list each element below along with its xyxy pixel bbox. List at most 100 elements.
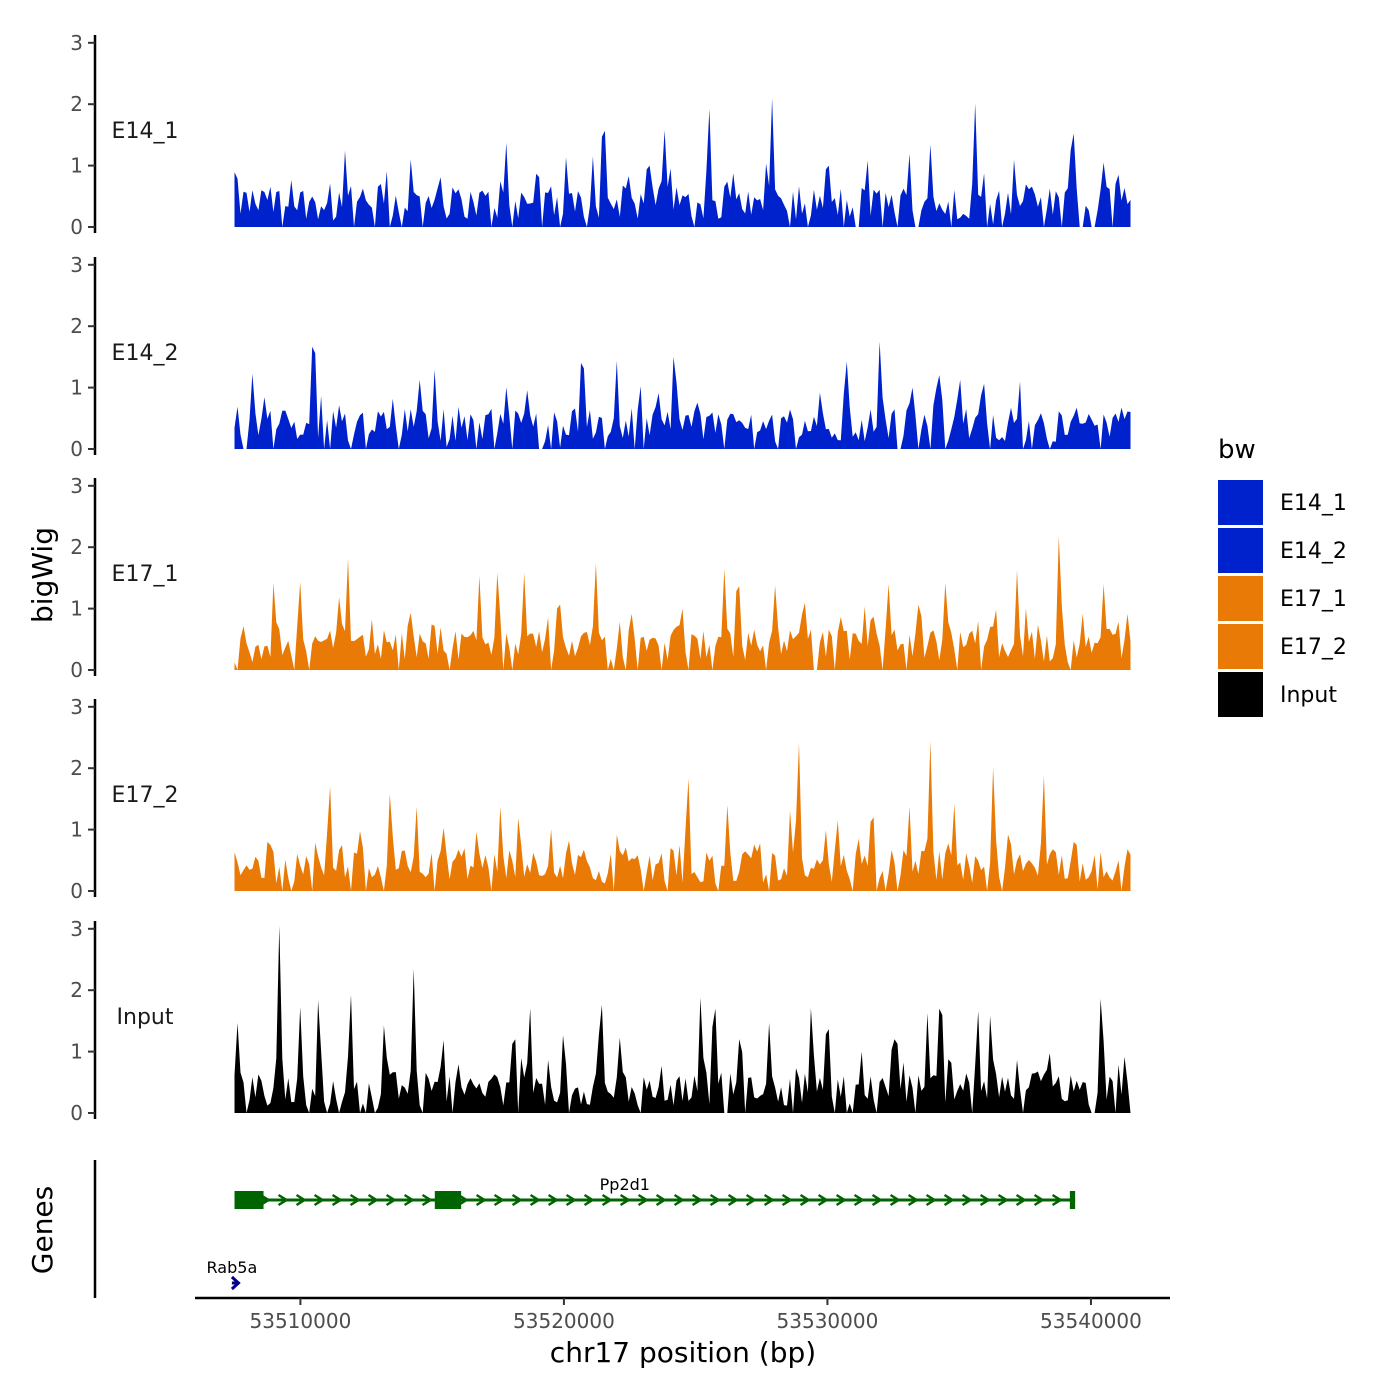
- strand-arrow: [331, 1193, 343, 1207]
- legend-swatch: [1218, 672, 1263, 717]
- strand-arrow: [529, 1193, 541, 1207]
- gene-track: Rab5a Pp2d1: [93, 1160, 1076, 1298]
- exon: [234, 1191, 264, 1209]
- y-tick-label: 1: [70, 1040, 83, 1064]
- legend-swatch: [1218, 528, 1263, 573]
- signal-area-E14_2: [234, 341, 1131, 449]
- y-tick-label: 2: [70, 978, 83, 1002]
- signal-area-Input: [234, 925, 1131, 1113]
- y-tick-label: 0: [70, 1101, 83, 1125]
- legend-item-E14_2: E14_2: [1218, 528, 1347, 573]
- strand-arrow: [1033, 1193, 1045, 1207]
- strand-arrow: [709, 1193, 721, 1207]
- legend-swatch: [1218, 624, 1263, 669]
- y-tick-label: 2: [70, 314, 83, 338]
- y-tick-label: 1: [70, 376, 83, 400]
- strand-arrow: [583, 1193, 595, 1207]
- strand-arrow: [925, 1193, 937, 1207]
- x-axis: 53510000 53520000 53530000 53540000: [195, 1296, 1170, 1333]
- strand-arrow: [619, 1193, 631, 1207]
- strand-arrow: [763, 1193, 775, 1207]
- strand-arrow: [230, 1275, 241, 1291]
- track-label: Input: [117, 1005, 174, 1030]
- strand-arrow: [871, 1193, 883, 1207]
- y-tick-label: 1: [70, 597, 83, 621]
- track-E17_2: 0 1 2 3 E17_2: [70, 695, 1131, 903]
- legend-swatch: [1218, 480, 1263, 525]
- exon: [1069, 1191, 1076, 1209]
- strand-arrow: [385, 1193, 397, 1207]
- track-E17_1: 0 1 2 3 E17_1: [70, 474, 1131, 682]
- bigwig-tracks: 0 1 2 3 E14_1 0 1 2 3 E14_2 0 1 2 3 E17_1 0 1 2 3 E17_2 0 1 2 3…: [70, 31, 1131, 1125]
- strand-arrow: [313, 1193, 325, 1207]
- y-tick-label: 2: [70, 92, 83, 116]
- strand-arrow: [403, 1193, 415, 1207]
- genes-axis-title: Genes: [26, 1186, 59, 1274]
- strand-arrow: [961, 1193, 973, 1207]
- y-tick-label: 3: [70, 917, 83, 941]
- y-tick-label: 0: [70, 879, 83, 903]
- y-tick-label: 0: [70, 658, 83, 682]
- strand-arrow: [997, 1193, 1009, 1207]
- y-tick-label: 2: [70, 756, 83, 780]
- y-tick-label: 2: [70, 535, 83, 559]
- legend-item-E14_1: E14_1: [1218, 480, 1347, 525]
- track-label: E14_2: [112, 341, 179, 366]
- gene-label: Pp2d1: [600, 1175, 650, 1194]
- y-tick-label: 1: [70, 154, 83, 178]
- signal-area-E17_2: [234, 741, 1131, 891]
- gene-Rab5a: Rab5a: [207, 1258, 258, 1291]
- y-tick-label: 0: [70, 215, 83, 239]
- y-tick-label: 3: [70, 695, 83, 719]
- track-E14_2: 0 1 2 3 E14_2: [70, 253, 1131, 461]
- strand-arrow: [673, 1193, 685, 1207]
- strand-arrow: [1015, 1193, 1027, 1207]
- legend-label: E17_1: [1280, 587, 1347, 612]
- legend-label: E14_1: [1280, 491, 1347, 516]
- strand-arrow: [565, 1193, 577, 1207]
- track-label: E14_1: [112, 119, 179, 144]
- strand-arrow: [475, 1193, 487, 1207]
- gene-Pp2d1: Pp2d1: [234, 1175, 1076, 1209]
- y-tick-label: 3: [70, 253, 83, 277]
- legend-label: E17_2: [1280, 635, 1347, 660]
- legend: bw E14_1 E14_2 E17_1 E17_2 Input: [1218, 435, 1347, 717]
- legend-title: bw: [1218, 435, 1256, 465]
- x-axis-title: chr17 position (bp): [550, 1336, 816, 1369]
- strand-arrow: [799, 1193, 811, 1207]
- track-Input: 0 1 2 3 Input: [70, 917, 1131, 1125]
- y-tick-label: 0: [70, 437, 83, 461]
- strand-arrow: [835, 1193, 847, 1207]
- strand-arrow: [781, 1193, 793, 1207]
- strand-arrow: [349, 1193, 361, 1207]
- x-tick-label: 53530000: [777, 1309, 879, 1333]
- strand-arrow: [457, 1193, 469, 1207]
- legend-label: E14_2: [1280, 539, 1347, 564]
- strand-arrow: [907, 1193, 919, 1207]
- signal-area-E17_1: [234, 535, 1131, 670]
- x-tick-label: 53540000: [1040, 1309, 1142, 1333]
- strand-arrow: [277, 1193, 289, 1207]
- strand-arrow: [511, 1193, 523, 1207]
- strand-arrow: [691, 1193, 703, 1207]
- gene-label: Rab5a: [207, 1258, 258, 1277]
- y-tick-label: 3: [70, 474, 83, 498]
- strand-arrow: [1051, 1193, 1063, 1207]
- strand-arrow: [655, 1193, 667, 1207]
- signal-area-E14_1: [234, 98, 1131, 227]
- strand-arrow: [943, 1193, 955, 1207]
- strand-arrow: [745, 1193, 757, 1207]
- strand-arrow: [367, 1193, 379, 1207]
- strand-arrow: [547, 1193, 559, 1207]
- strand-arrow: [637, 1193, 649, 1207]
- legend-swatch: [1218, 576, 1263, 621]
- track-label: E17_1: [112, 562, 179, 587]
- x-tick-label: 53510000: [250, 1309, 352, 1333]
- track-E14_1: 0 1 2 3 E14_1: [70, 31, 1131, 239]
- strand-arrow: [979, 1193, 991, 1207]
- strand-arrow: [817, 1193, 829, 1207]
- exon: [434, 1191, 462, 1209]
- legend-item-Input: Input: [1218, 672, 1337, 717]
